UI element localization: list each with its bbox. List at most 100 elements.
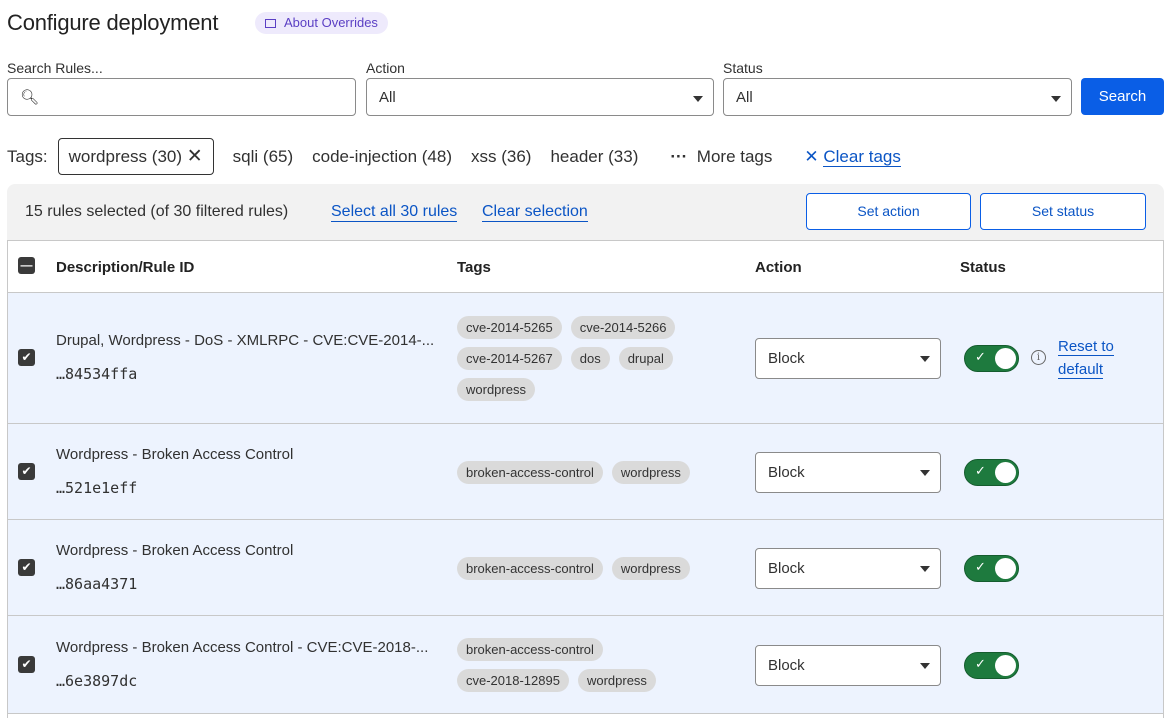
status-label: Status — [723, 60, 763, 76]
info-icon[interactable]: i — [1031, 350, 1046, 365]
status-value: All — [736, 89, 753, 106]
tag-filter-item[interactable]: header (33) — [550, 146, 639, 166]
tag-chip-selected[interactable]: wordpress (30) ✕ — [57, 138, 214, 175]
search-label: Search Rules... — [7, 60, 103, 76]
status-toggle[interactable]: ✓ — [964, 555, 1019, 582]
tag-filter-item[interactable]: code-injection (48) — [312, 146, 452, 166]
tag-pill: cve-2014-5265 — [457, 315, 562, 339]
tag-pill: cve-2014-5267 — [457, 346, 562, 370]
table-header: — Description/Rule ID Tags Action Status — [8, 241, 1163, 293]
action-select[interactable]: Block — [755, 338, 941, 379]
rules-table: — Description/Rule ID Tags Action Status… — [7, 240, 1164, 718]
search-button[interactable]: Search — [1081, 78, 1164, 115]
table-row: ✔ Wordpress - Broken Access Control …86a… — [8, 520, 1163, 616]
toggle-knob — [995, 558, 1016, 579]
toggle-knob — [995, 348, 1016, 369]
action-label: Action — [366, 60, 405, 76]
close-icon[interactable]: ✕ — [186, 146, 203, 167]
chevron-down-icon — [920, 566, 930, 572]
tag-pill: broken-access-control — [457, 556, 603, 580]
rule-id: …84534ffa — [56, 365, 138, 383]
status-toggle[interactable]: ✓ — [964, 459, 1019, 486]
row-checkbox[interactable]: ✔ — [18, 463, 35, 480]
tags-filter: Tags: wordpress (30) ✕ sqli (65) code-in… — [7, 138, 901, 175]
set-status-button[interactable]: Set status — [980, 193, 1146, 230]
check-icon: ✓ — [975, 349, 986, 364]
tag-filter-item[interactable]: sqli (65) — [232, 146, 294, 166]
toggle-knob — [995, 655, 1016, 676]
table-row: ✔ Wordpress - Broken Access Control …521… — [8, 424, 1163, 520]
chevron-down-icon — [920, 663, 930, 669]
more-tags-label: More tags — [696, 146, 773, 166]
action-select[interactable]: Block — [755, 548, 941, 589]
clear-tags-button[interactable]: ✕ Clear tags — [804, 146, 901, 167]
page-title: Configure deployment — [7, 10, 219, 35]
clear-selection-link[interactable]: Clear selection — [482, 203, 588, 222]
more-tags-button[interactable]: ··· More tags — [670, 147, 772, 167]
selection-summary: 15 rules selected (of 30 filtered rules) — [25, 203, 289, 220]
search-input[interactable]: 🔍︎ — [7, 78, 356, 116]
toggle-knob — [995, 462, 1016, 483]
status-select[interactable]: All — [723, 78, 1072, 116]
action-value: All — [379, 89, 396, 106]
tag-pill: wordpress — [457, 377, 535, 401]
ellipsis-icon: ··· — [670, 146, 688, 166]
select-all-checkbox[interactable]: — — [18, 257, 35, 274]
book-icon — [265, 19, 276, 28]
reset-label: Reset to default — [1058, 338, 1114, 379]
rule-tags: broken-access-control cve-2018-12895 wordp… — [457, 638, 677, 692]
clear-tags-label: Clear tags — [823, 146, 901, 167]
rule-description: Wordpress - Broken Access Control — [56, 542, 294, 559]
status-toggle[interactable]: ✓ — [964, 652, 1019, 679]
tag-pill: drupal — [618, 346, 673, 370]
check-icon: ✓ — [975, 656, 986, 671]
action-value: Block — [768, 464, 805, 481]
action-value: Block — [768, 657, 805, 674]
col-description: Description/Rule ID — [56, 259, 195, 276]
chevron-down-icon — [920, 356, 930, 362]
col-status: Status — [960, 259, 1006, 276]
tags-label: Tags: — [7, 146, 48, 166]
tag-pill: wordpress — [611, 556, 690, 580]
tag-pill: wordpress — [611, 460, 690, 484]
action-value: Block — [768, 350, 805, 367]
about-label: About Overrides — [284, 15, 378, 30]
rule-tags: broken-access-control wordpress — [457, 460, 717, 484]
check-icon: ✓ — [975, 559, 986, 574]
col-tags: Tags — [457, 259, 491, 276]
about-overrides-link[interactable]: About Overrides — [255, 12, 388, 34]
chevron-down-icon — [920, 470, 930, 476]
rule-id: …521e1eff — [56, 479, 138, 497]
tag-chip-label: wordpress (30) — [68, 147, 183, 166]
action-select[interactable]: Block — [755, 452, 941, 493]
selection-bar: 15 rules selected (of 30 filtered rules)… — [7, 184, 1164, 240]
rule-tags: cve-2014-5265 cve-2014-5266 cve-2014-5267 d… — [457, 315, 717, 401]
tag-pill: cve-2018-12895 — [457, 669, 569, 692]
action-select[interactable]: Block — [755, 645, 941, 686]
rule-tags: broken-access-control wordpress — [457, 556, 717, 580]
set-action-button[interactable]: Set action — [806, 193, 971, 230]
close-icon: ✕ — [804, 146, 819, 166]
rule-description: Wordpress - Broken Access Control - CVE:… — [56, 639, 429, 656]
status-toggle[interactable]: ✓ — [964, 345, 1019, 372]
table-row: ✔ Wordpress - Broken Access Control - CV… — [8, 616, 1163, 714]
tag-pill: broken-access-control — [457, 460, 603, 484]
rule-id: …6e3897dc — [56, 672, 138, 690]
chevron-down-icon — [1051, 96, 1061, 102]
tag-pill: dos — [570, 346, 610, 370]
tag-pill: wordpress — [577, 669, 656, 692]
col-action: Action — [755, 259, 802, 276]
search-icon: 🔍︎ — [20, 89, 40, 106]
action-value: Block — [768, 560, 805, 577]
select-all-link[interactable]: Select all 30 rules — [331, 203, 458, 222]
tag-pill: cve-2014-5266 — [570, 315, 676, 339]
row-checkbox[interactable]: ✔ — [18, 349, 35, 366]
action-select[interactable]: All — [366, 78, 714, 116]
tag-filter-item[interactable]: xss (36) — [471, 146, 532, 166]
reset-to-default-link[interactable]: Reset to default — [1058, 335, 1128, 381]
check-icon: ✓ — [975, 463, 986, 478]
row-checkbox[interactable]: ✔ — [18, 559, 35, 576]
row-checkbox[interactable]: ✔ — [18, 656, 35, 673]
rule-description: Wordpress - Broken Access Control — [56, 446, 294, 463]
chevron-down-icon — [693, 96, 703, 102]
